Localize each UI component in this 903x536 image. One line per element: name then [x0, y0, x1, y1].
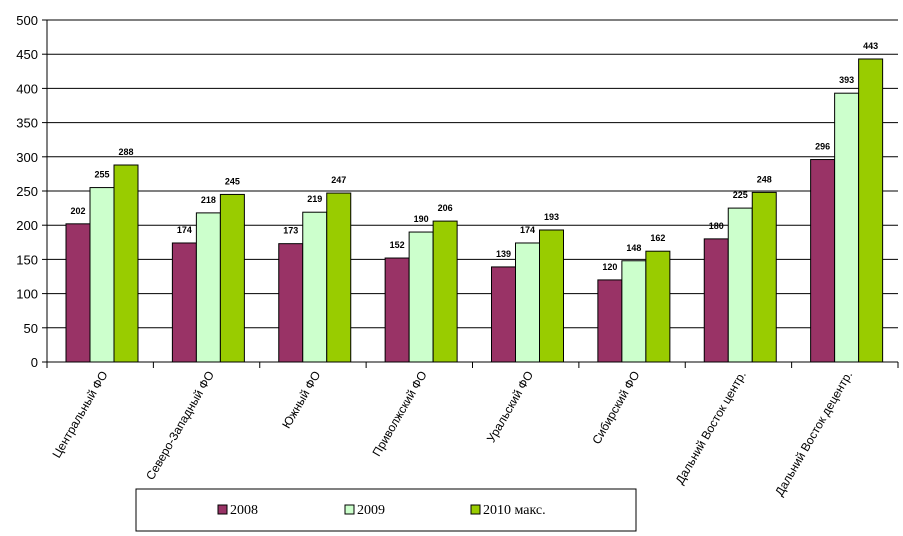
bar [539, 229, 564, 363]
data-label: 255 [94, 170, 109, 180]
legend-swatch [217, 504, 228, 515]
legend-box [135, 488, 637, 532]
category-label: Центральный ФО [49, 369, 110, 461]
y-axis-ticks: 0 50 100 150 200 250 300 350 400 450 500 [16, 13, 47, 370]
data-label: 152 [390, 240, 405, 250]
data-label: 148 [626, 243, 641, 253]
category-labels: Центральный ФО Северо-Западный ФО Южный ФО… [49, 369, 855, 499]
data-label: 120 [602, 262, 617, 272]
data-label: 218 [201, 195, 216, 205]
y-tick-label: 200 [16, 218, 38, 233]
data-label: 393 [839, 75, 854, 85]
bar [703, 238, 729, 363]
bar [171, 242, 197, 363]
legend-swatch [470, 504, 481, 515]
bar [834, 92, 860, 363]
data-labels: 202 255 288 174 218 245 173 219 247 152 190 206 139 1… [70, 41, 878, 272]
bar [727, 207, 753, 363]
bar [219, 193, 245, 363]
category-label: Северо-Западный ФО [143, 369, 217, 483]
bar [432, 220, 458, 363]
data-label: 248 [757, 174, 772, 184]
data-label: 206 [438, 203, 453, 213]
data-label: 174 [177, 225, 192, 235]
data-label: 288 [118, 147, 133, 157]
data-label: 219 [307, 194, 322, 204]
legend-label: 2009 [357, 503, 385, 518]
axes [46, 20, 899, 368]
data-label: 190 [414, 214, 429, 224]
y-tick-label: 150 [16, 252, 38, 267]
y-tick-label: 450 [16, 47, 38, 62]
legend: 2008 2009 2010 макс. [135, 488, 637, 532]
bar [751, 191, 777, 363]
data-label: 247 [331, 175, 346, 185]
data-label: 225 [733, 190, 748, 200]
bar [858, 58, 884, 363]
category-label: Приволжский ФО [370, 369, 430, 459]
category-label: Южный ФО [279, 369, 323, 431]
bar [621, 260, 647, 363]
data-label: 245 [225, 176, 240, 186]
bar [597, 279, 623, 363]
bar [65, 223, 91, 363]
y-tick-label: 500 [16, 13, 38, 28]
data-label: 173 [283, 226, 298, 236]
data-label: 202 [70, 206, 85, 216]
category-label: Уральский ФО [484, 369, 536, 445]
bar [302, 211, 328, 363]
bar [810, 159, 836, 363]
bar [113, 164, 139, 363]
bar [278, 243, 304, 363]
y-tick-label: 100 [16, 287, 38, 302]
data-label: 174 [520, 225, 535, 235]
legend-swatch [344, 504, 355, 515]
data-label: 193 [544, 212, 559, 222]
bar [195, 212, 221, 363]
category-label: Дальний Восток центр. [673, 369, 749, 487]
bar [89, 187, 115, 363]
data-label: 139 [496, 249, 511, 259]
bar [326, 192, 352, 363]
bar [384, 257, 410, 363]
bar [408, 231, 434, 363]
bars [65, 58, 884, 363]
data-label: 162 [650, 233, 665, 243]
y-tick-label: 250 [16, 184, 38, 199]
bar [515, 242, 540, 363]
category-label: Сибирский ФО [589, 369, 642, 447]
y-tick-label: 350 [16, 116, 38, 131]
y-tick-label: 400 [16, 81, 38, 96]
y-tick-label: 300 [16, 150, 38, 165]
y-tick-label: 50 [24, 321, 38, 336]
data-label: 180 [709, 221, 724, 231]
legend-label: 2008 [230, 503, 258, 518]
legend-label: 2010 макс. [483, 503, 546, 518]
bar [491, 266, 516, 363]
y-tick-label: 0 [31, 355, 38, 370]
bar [645, 250, 671, 363]
category-label: Дальний Восток децентр. [772, 369, 855, 499]
data-label: 443 [863, 41, 878, 51]
data-label: 296 [815, 142, 830, 152]
